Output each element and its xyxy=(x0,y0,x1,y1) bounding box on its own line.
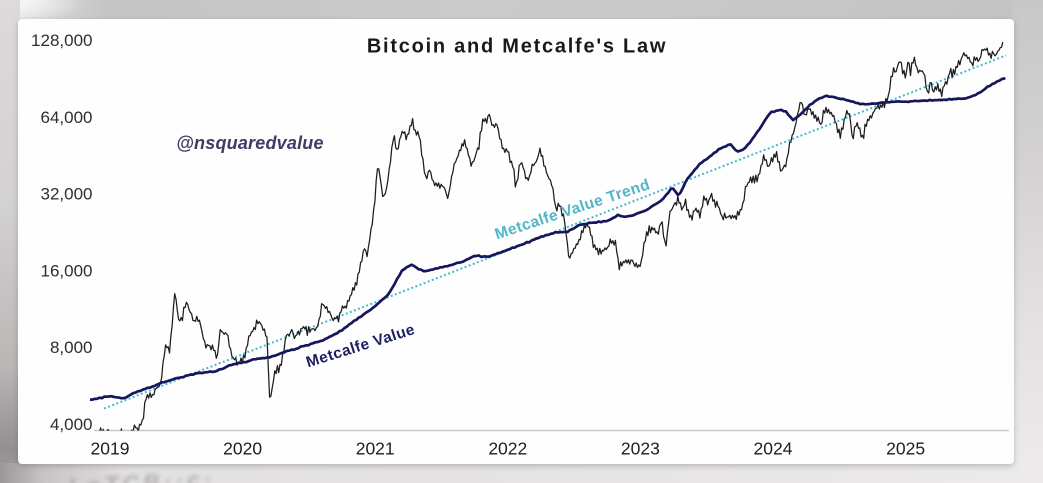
svg-text:2023: 2023 xyxy=(621,439,660,459)
svg-text:2024: 2024 xyxy=(754,439,793,459)
svg-text:2022: 2022 xyxy=(488,439,527,459)
svg-text:Bitcoin and Metcalfe's Law: Bitcoin and Metcalfe's Law xyxy=(367,36,667,58)
svg-text:@nsquaredvalue: @nsquaredvalue xyxy=(176,133,323,153)
svg-text:2021: 2021 xyxy=(356,439,395,459)
svg-text:128,000: 128,000 xyxy=(31,31,92,50)
svg-text:2019: 2019 xyxy=(91,439,130,459)
svg-text:Metcalfe Value: Metcalfe Value xyxy=(304,321,417,371)
svg-text:Metcalfe Value Trend: Metcalfe Value Trend xyxy=(493,176,652,243)
svg-text:2025: 2025 xyxy=(886,439,925,459)
svg-text:32,000: 32,000 xyxy=(41,185,93,204)
svg-text:16,000: 16,000 xyxy=(41,261,93,280)
svg-text:4,000: 4,000 xyxy=(50,415,93,434)
svg-text:8,000: 8,000 xyxy=(50,338,93,357)
svg-text:64,000: 64,000 xyxy=(41,108,93,127)
svg-text:2020: 2020 xyxy=(223,439,262,459)
